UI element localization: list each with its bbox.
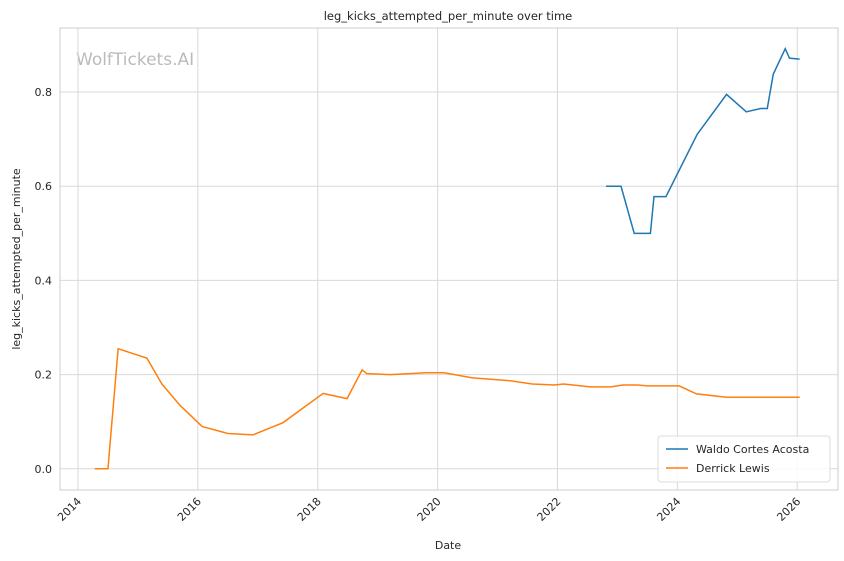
legend-box <box>657 435 831 483</box>
line <box>94 347 800 470</box>
y-tick-label: 0.8 <box>35 86 53 99</box>
x-tick-label: 2026 <box>774 495 803 524</box>
legend-label: Waldo Cortes Acosta <box>696 443 809 456</box>
line <box>606 46 800 235</box>
y-tick-label: 0.4 <box>35 274 53 287</box>
x-tick-label: 2016 <box>175 495 204 524</box>
x-tick-label: 2024 <box>654 495 683 524</box>
y-axis-label: leg_kicks_attempted_per_minute <box>10 168 23 350</box>
y-tick-label: 0.0 <box>35 463 53 476</box>
legend-label: Derrick Lewis <box>696 462 770 475</box>
x-tick-label: 2018 <box>295 495 324 524</box>
x-tick-label: 2022 <box>535 495 564 524</box>
plot-frame <box>59 27 839 491</box>
watermark: WolfTickets.AI <box>76 50 194 70</box>
x-axis-label: Date <box>435 539 462 552</box>
x-tick-label: 2014 <box>55 495 84 524</box>
y-tick-label: 0.2 <box>35 369 53 382</box>
legend: Waldo Cortes Acosta Derrick Lewis <box>657 435 831 483</box>
y-tick-label: 0.6 <box>35 180 53 193</box>
x-tick-label: 2020 <box>415 495 444 524</box>
chart-title: leg_kicks_attempted_per_minute over time <box>324 9 573 23</box>
